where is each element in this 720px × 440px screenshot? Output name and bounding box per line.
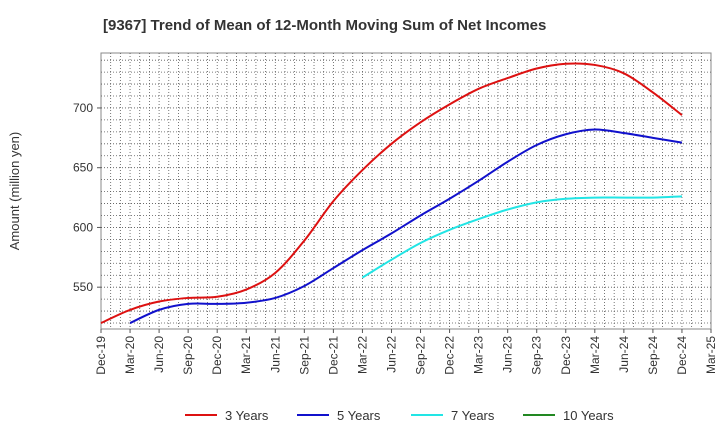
x-tick-label: Mar-22 bbox=[355, 336, 369, 374]
y-tick-labels: 550 600 650 700 bbox=[73, 101, 101, 294]
y-tick-label: 650 bbox=[73, 161, 93, 175]
x-tick-label: Dec-22 bbox=[443, 336, 457, 375]
x-tick-label: Jun-21 bbox=[268, 336, 282, 373]
chart-title: [9367] Trend of Mean of 12-Month Moving … bbox=[103, 17, 546, 34]
x-tick-label: Dec-19 bbox=[94, 336, 108, 375]
x-tick-label: Dec-23 bbox=[559, 336, 573, 375]
series-line-3-years bbox=[100, 62, 683, 324]
x-tick-label: Jun-23 bbox=[501, 336, 515, 373]
x-tick-label: Jun-22 bbox=[384, 336, 398, 373]
legend-7-years-label: 7 Years bbox=[451, 408, 495, 423]
x-tick-label: Dec-20 bbox=[210, 336, 224, 375]
grid bbox=[101, 53, 711, 329]
x-tick-labels: Dec-19 Mar-20 Jun-20 Sep-20 Dec-20 Mar-21 Jun-… bbox=[94, 329, 718, 375]
x-tick-label: Mar-23 bbox=[472, 336, 486, 374]
x-tick-label: Dec-21 bbox=[326, 336, 340, 375]
x-tick-label: Sep-22 bbox=[414, 336, 428, 375]
x-tick-label: Mar-24 bbox=[588, 336, 602, 374]
x-tick-label: Jun-20 bbox=[152, 336, 166, 373]
series-line-7-years bbox=[361, 195, 682, 279]
x-tick-label: Mar-25 bbox=[704, 336, 718, 374]
x-tick-label: Mar-20 bbox=[123, 336, 137, 374]
x-tick-label: Mar-21 bbox=[239, 336, 253, 374]
y-tick-label: 700 bbox=[73, 101, 93, 115]
y-axis-label: Amount (million yen) bbox=[7, 132, 22, 251]
legend-5-years-label: 5 Years bbox=[337, 408, 381, 423]
legend-3-years-label: 3 Years bbox=[225, 408, 269, 423]
legend: 3 Years 5 Years 7 Years 10 Years bbox=[185, 408, 614, 423]
x-tick-label: Sep-24 bbox=[646, 336, 660, 375]
series-line-5-years bbox=[129, 128, 683, 324]
legend-10-years-label: 10 Years bbox=[563, 408, 614, 423]
x-tick-label: Sep-20 bbox=[181, 336, 195, 375]
x-tick-label: Jun-24 bbox=[617, 336, 631, 373]
y-tick-label: 600 bbox=[73, 220, 93, 234]
x-tick-label: Sep-23 bbox=[530, 336, 544, 375]
x-tick-label: Sep-21 bbox=[297, 336, 311, 375]
x-tick-label: Dec-24 bbox=[675, 336, 689, 375]
series-lines bbox=[100, 62, 683, 324]
y-tick-label: 550 bbox=[73, 280, 93, 294]
plot-area bbox=[100, 52, 712, 330]
